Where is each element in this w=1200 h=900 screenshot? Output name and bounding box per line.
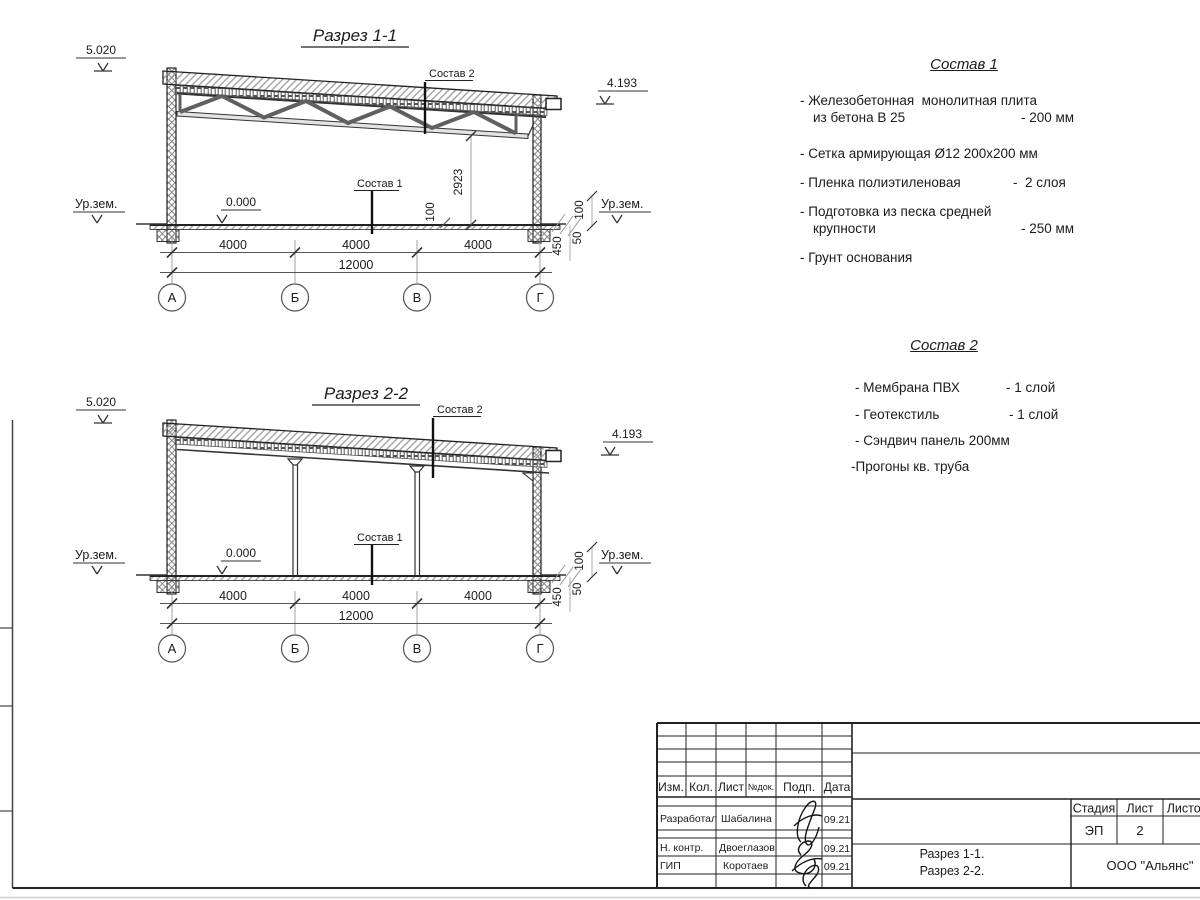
spec2-title: Состав 2: [910, 337, 978, 354]
section1-dim-span-2: 4000: [342, 238, 370, 252]
section2-dim-total: 12000: [339, 609, 374, 623]
section2-axis-a: А: [168, 641, 177, 656]
spec1-item-4-value: - 250 мм: [1021, 221, 1075, 236]
section2-dim-right-100: 100: [574, 551, 586, 570]
section2-ground-left: Ур.зем.: [75, 548, 117, 562]
spec1-item-1-line2: из бетона В 25: [813, 110, 906, 125]
tb-date-gip: 09.21: [824, 861, 850, 873]
tb-sheet-title-1: Разрез 1-1.: [920, 847, 985, 861]
section1-drawing: Разрез 1-1 5.020 4.193: [73, 26, 651, 312]
section1-ground-left: Ур.зем.: [75, 197, 117, 211]
section2-dim-span-2: 4000: [342, 589, 370, 603]
tb-header-podp: Подп.: [783, 780, 815, 794]
spec1-item-1-value: - 200 мм: [1021, 110, 1075, 125]
spec2-item-2-value: - 1 слой: [1009, 407, 1059, 422]
section2-dim-span-1: 4000: [219, 589, 247, 603]
spec1-item-5-line1: - Грунт основания: [800, 250, 913, 265]
tb-header-ndok: №док.: [748, 782, 774, 792]
tb-stage-value: ЭП: [1085, 823, 1104, 838]
tb-header-list: Лист: [718, 780, 745, 794]
spec1-item-4-line1: - Подготовка из песка средней: [800, 204, 992, 219]
section1-dim-450: 450: [552, 236, 564, 255]
section1-axis-b: Б: [291, 290, 300, 305]
section1-axis-a: А: [168, 290, 177, 305]
section1-title: Разрез 1-1: [313, 26, 397, 45]
section2-elev-right: 4.193: [612, 427, 642, 441]
section2-axis-g: Г: [536, 641, 543, 656]
signature-gip: [791, 840, 823, 889]
tb-date-developer: 09.21: [824, 814, 850, 826]
section1-dim-span-3: 4000: [464, 238, 492, 252]
tb-header-izm: Изм.: [658, 780, 684, 794]
section1-dim-floor-100: 100: [425, 202, 437, 221]
section1-dim-height: 2923: [451, 168, 465, 195]
spec2-item-1-value: - 1 слой: [1006, 380, 1056, 395]
section2-dim-50: 50: [572, 583, 584, 596]
section1-axis-v: В: [413, 290, 422, 305]
section1-leader-floor: Состав 1: [357, 178, 403, 190]
section2-dim-450: 450: [552, 587, 564, 606]
section1-dim-total: 12000: [339, 258, 374, 272]
tb-sheet-header: Лист: [1126, 802, 1153, 816]
section2-dim-span-3: 4000: [464, 589, 492, 603]
section2-drawing: Разрез 2-2 5.020 4.193: [73, 384, 653, 663]
section1-dim-right-100: 100: [574, 200, 586, 219]
spec2-item-2-line1: - Геотекстиль: [855, 407, 940, 422]
section1-leader-roof: Состав 2: [429, 68, 475, 80]
spec2-item-1-line1: - Мембрана ПВХ: [855, 380, 960, 395]
section1-dim-50: 50: [572, 232, 584, 245]
tb-date-ncontrol: 09.21: [824, 843, 850, 855]
section1-dim-span-1: 4000: [219, 238, 247, 252]
section1-elev-right: 4.193: [607, 76, 637, 90]
section2-leader-floor: Состав 1: [357, 532, 403, 544]
section1-elev-zero: 0.000: [226, 195, 256, 209]
signature-developer: [793, 800, 823, 846]
section2-elev-zero: 0.000: [226, 546, 256, 560]
tb-role-developer: Разработал: [660, 813, 717, 825]
tb-company: ООО "Альянс": [1107, 858, 1194, 873]
spec1-item-1-line1: - Железобетонная монолитная плита: [800, 93, 1038, 108]
tb-stage-header: Стадия: [1073, 802, 1116, 816]
spec2-item-4-line1: -Прогоны кв. труба: [851, 459, 970, 474]
section2-elev-left: 5.020: [86, 395, 116, 409]
tb-header-kol: Кол.: [689, 780, 713, 794]
section2-title: Разрез 2-2: [324, 384, 409, 403]
tb-header-data: Дата: [824, 780, 851, 794]
section1-elev-left: 5.020: [86, 43, 116, 57]
tb-sheet-value: 2: [1136, 823, 1143, 838]
spec1-item-3-value: - 2 слоя: [1013, 175, 1066, 190]
section1-ground-right: Ур.зем.: [601, 197, 643, 211]
spec1-item-3-line1: - Пленка полиэтиленовая: [800, 175, 961, 190]
spec1-title: Состав 1: [930, 56, 998, 73]
spec2-item-3-line1: - Сэндвич панель 200мм: [855, 433, 1010, 448]
tb-name-developer: Шабалина: [721, 813, 772, 825]
sheet-frame: [0, 420, 1200, 899]
title-block: Изм. Кол. Лист №док. Подп. Дата Разработ…: [656, 722, 1200, 889]
tb-sheets-header: Листов: [1167, 802, 1200, 816]
tb-name-ncontrol: Двоеглазов: [719, 842, 775, 854]
section2-ground-right: Ур.зем.: [601, 548, 643, 562]
section2-leader-roof: Состав 2: [437, 404, 483, 416]
tb-name-gip: Коротаев: [723, 860, 769, 872]
section2-axis-v: В: [413, 641, 422, 656]
section1-axis-g: Г: [536, 290, 543, 305]
tb-sheet-title-2: Разрез 2-2.: [920, 864, 985, 878]
section2-axis-b: Б: [291, 641, 300, 656]
tb-role-gip: ГИП: [660, 860, 681, 872]
tb-role-ncontrol: Н. контр.: [660, 842, 703, 854]
spec1-item-2-line1: - Сетка армирующая Ø12 200x200 мм: [800, 146, 1038, 161]
spec1-item-4-line2: крупности: [813, 221, 876, 236]
